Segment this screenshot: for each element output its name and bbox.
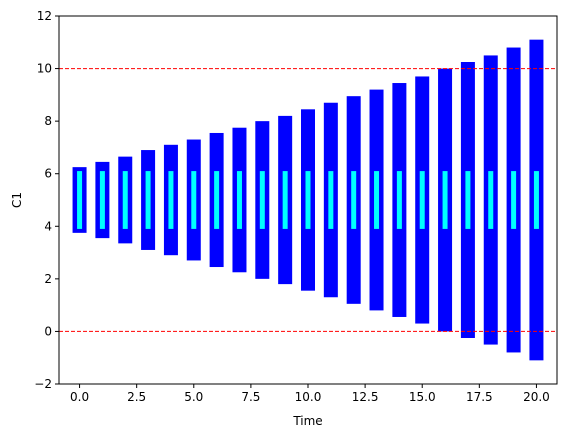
y-tick-label: 2	[44, 272, 52, 286]
x-tick-label: 0.0	[70, 390, 89, 404]
bar-series-2-x-20	[533, 171, 539, 229]
bars-layer	[72, 39, 544, 361]
bar-series-2-x-2	[122, 171, 128, 229]
bar-series-2-x-4	[168, 171, 174, 229]
x-tick-label: 7.5	[241, 390, 260, 404]
y-tick-label: 12	[37, 9, 52, 23]
bar-series-2-x-12	[351, 171, 357, 229]
x-tick-label: 12.5	[352, 390, 379, 404]
bar-series-2-x-17	[465, 171, 471, 229]
bar-series-2-x-3	[145, 171, 151, 229]
bar-series-2-x-6	[214, 171, 220, 229]
y-axis: −2 0 2 4 6 8 10 12	[34, 9, 59, 391]
bar-series-2-x-18	[488, 171, 494, 229]
y-tick-label: 0	[44, 324, 52, 338]
reference-lines-layer	[59, 68, 557, 332]
bar-series-2-x-7	[236, 171, 242, 229]
x-axis-label: Time	[292, 414, 322, 428]
bar-series-2-x-5	[191, 171, 197, 229]
bar-series-2-x-19	[511, 171, 517, 229]
y-tick-label: 4	[44, 219, 52, 233]
x-axis: 0.0 2.5 5.0 7.5 10.0 12.5 15.0 17.5 20.0	[70, 384, 550, 404]
x-tick-label: 5.0	[184, 390, 203, 404]
bar-series-2-x-16	[442, 171, 448, 229]
bar-series-2-x-8	[259, 171, 265, 229]
bar-series-2-x-0	[77, 171, 83, 229]
y-axis-label: C1	[10, 192, 24, 208]
bar-series-2-x-10	[305, 171, 311, 229]
y-tick-label: −2	[34, 377, 52, 391]
y-tick-label: 8	[44, 114, 52, 128]
bar-series-2-x-1	[99, 171, 105, 229]
bar-series-2-x-11	[328, 171, 334, 229]
x-tick-label: 2.5	[127, 390, 146, 404]
x-tick-label: 20.0	[523, 390, 550, 404]
x-tick-label: 15.0	[409, 390, 436, 404]
bar-series-2-x-15	[419, 171, 425, 229]
y-tick-label: 10	[37, 62, 52, 76]
x-tick-label: 17.5	[466, 390, 493, 404]
bar-series-2-x-9	[282, 171, 288, 229]
y-tick-label: 6	[44, 167, 52, 181]
bar-series-2-x-14	[396, 171, 402, 229]
x-tick-label: 10.0	[295, 390, 322, 404]
bar-series-2-x-13	[374, 171, 380, 229]
